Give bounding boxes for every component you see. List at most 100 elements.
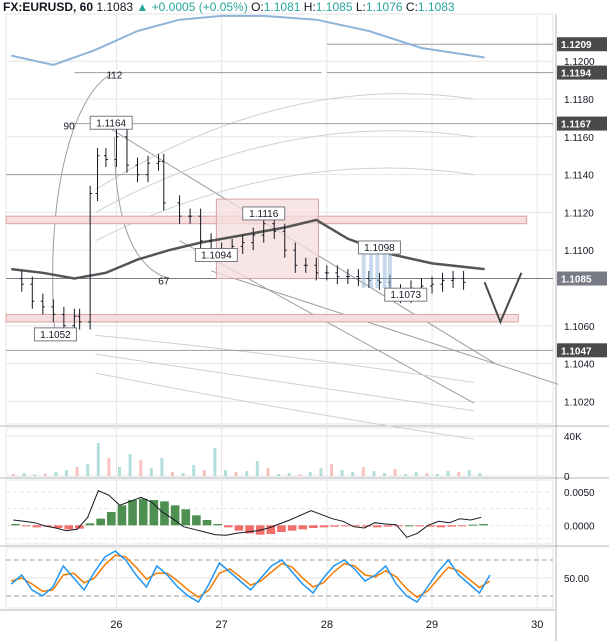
- support-band: [5, 313, 519, 323]
- volume-bar: [255, 461, 259, 476]
- macd-histogram-bar: [106, 512, 116, 526]
- price-tag: [557, 271, 607, 286]
- volume-bar: [361, 467, 365, 476]
- annotation-box: [357, 240, 401, 255]
- volume-bar: [245, 471, 249, 476]
- macd-histogram-bar: [404, 525, 414, 527]
- macd-histogram-bar: [149, 500, 159, 526]
- volume-bar: [234, 472, 238, 476]
- macd-histogram-bar: [394, 525, 403, 527]
- change-value: +0.0005 (+0.05%): [151, 0, 248, 14]
- price-tag-label: 1.1047: [561, 346, 592, 357]
- fib-arc-outer: [52, 72, 115, 341]
- volume-bar: [224, 470, 227, 476]
- stoch-d-line: [11, 554, 491, 599]
- volume-bar: [298, 474, 302, 476]
- volume-bar: [65, 470, 68, 476]
- stoch-tick-label: 50.00: [564, 574, 589, 585]
- price-tag-label: 1.1167: [561, 120, 591, 131]
- x-tick-label: 28: [321, 619, 333, 631]
- last-price: 1.1083: [96, 0, 134, 14]
- volume-bar: [372, 471, 376, 476]
- moving-average-blue-line: [11, 14, 485, 67]
- macd-tick-label: 0.0000: [564, 521, 595, 532]
- ghost-bar: [382, 253, 387, 288]
- volume-bar: [118, 467, 121, 476]
- x-tick-label: 27: [216, 619, 228, 631]
- symbol-label[interactable]: FX:EURUSD, 60: [3, 0, 94, 14]
- up-arrow-icon: ▲: [136, 0, 149, 14]
- volume-bar: [319, 468, 323, 476]
- envelope-line-3: [95, 334, 475, 383]
- volume-bar: [181, 473, 185, 476]
- volume-bar: [383, 473, 386, 476]
- volume-bar: [414, 472, 418, 476]
- annotation-label: 1.1098: [364, 243, 395, 254]
- y-tick-label: 1.1200: [564, 57, 595, 68]
- volume-bar: [404, 474, 408, 476]
- annotation-label: 1.1052: [40, 330, 71, 341]
- volume-bar: [43, 473, 47, 476]
- macd-histogram-bar: [287, 525, 297, 531]
- low-value: 1.1076: [365, 0, 403, 14]
- chart-header: FX:EURUSD, 60 1.1083 ▲ +0.0005 (+0.05%) …: [0, 0, 563, 14]
- y-tick-label: 1.1160: [564, 133, 594, 144]
- macd-histogram-bar: [319, 525, 329, 528]
- volume-bar: [425, 473, 429, 476]
- volume-bar: [33, 474, 37, 476]
- macd-histogram-bar: [11, 524, 20, 526]
- y-tick-label: 1.1140: [564, 171, 594, 182]
- macd-histogram-bar: [53, 525, 63, 528]
- envelope-line-4: [95, 353, 475, 412]
- macd-tick-label: 0.0050: [564, 488, 595, 499]
- macd-histogram-bar: [223, 525, 233, 528]
- annotation-label: 1.1116: [249, 209, 279, 220]
- projection-line: [483, 272, 523, 325]
- volume-bar: [213, 448, 217, 476]
- volume-bar: [128, 454, 132, 476]
- macd-histogram-bar: [426, 525, 435, 527]
- annotation-box: [194, 248, 238, 263]
- macd-histogram-bar: [479, 524, 488, 526]
- macd-histogram-bar: [181, 509, 191, 526]
- macd-histogram-bar: [234, 525, 244, 531]
- high-label: H:: [303, 0, 316, 14]
- volume-bar: [351, 472, 355, 476]
- volume-bar: [192, 465, 196, 476]
- annotation-label: 67: [158, 277, 170, 288]
- volume-bar: [340, 470, 344, 476]
- price-tag: [557, 37, 607, 52]
- volume-bar: [457, 472, 461, 476]
- macd-histogram-bar: [351, 525, 361, 527]
- price-tag-label: 1.1209: [561, 40, 592, 51]
- volume-bar: [139, 460, 143, 476]
- close-label: C:: [405, 0, 418, 14]
- annotation-label: 1.1164: [96, 118, 126, 129]
- volume-tick-label: 0: [564, 472, 570, 483]
- x-tick-label: 29: [426, 619, 438, 631]
- price-tag: [557, 116, 607, 131]
- macd-histogram-bar: [415, 525, 425, 527]
- macd-histogram-bar: [117, 505, 127, 526]
- volume-bar: [277, 474, 280, 476]
- fib-arc-inner: [113, 136, 170, 279]
- macd-histogram-bar: [32, 525, 42, 528]
- open-value: 1.1081: [263, 0, 301, 14]
- macd-histogram-bar: [447, 525, 456, 527]
- macd-histogram-bar: [468, 524, 478, 526]
- volume-bar: [75, 467, 79, 476]
- ghost-bar: [375, 253, 380, 288]
- macd-histogram-bar: [457, 525, 467, 527]
- volume-bar: [446, 471, 450, 476]
- volume-bar: [160, 458, 164, 476]
- volume-bar: [393, 469, 397, 476]
- annotation-box: [384, 287, 428, 302]
- macd-histogram-bar: [372, 525, 382, 528]
- macd-histogram-bar: [192, 515, 201, 526]
- annotation-box: [33, 327, 77, 342]
- ghost-bar: [369, 253, 374, 288]
- annotation-label: 112: [106, 71, 122, 82]
- volume-bar: [478, 473, 482, 476]
- macd-histogram-bar: [138, 498, 148, 526]
